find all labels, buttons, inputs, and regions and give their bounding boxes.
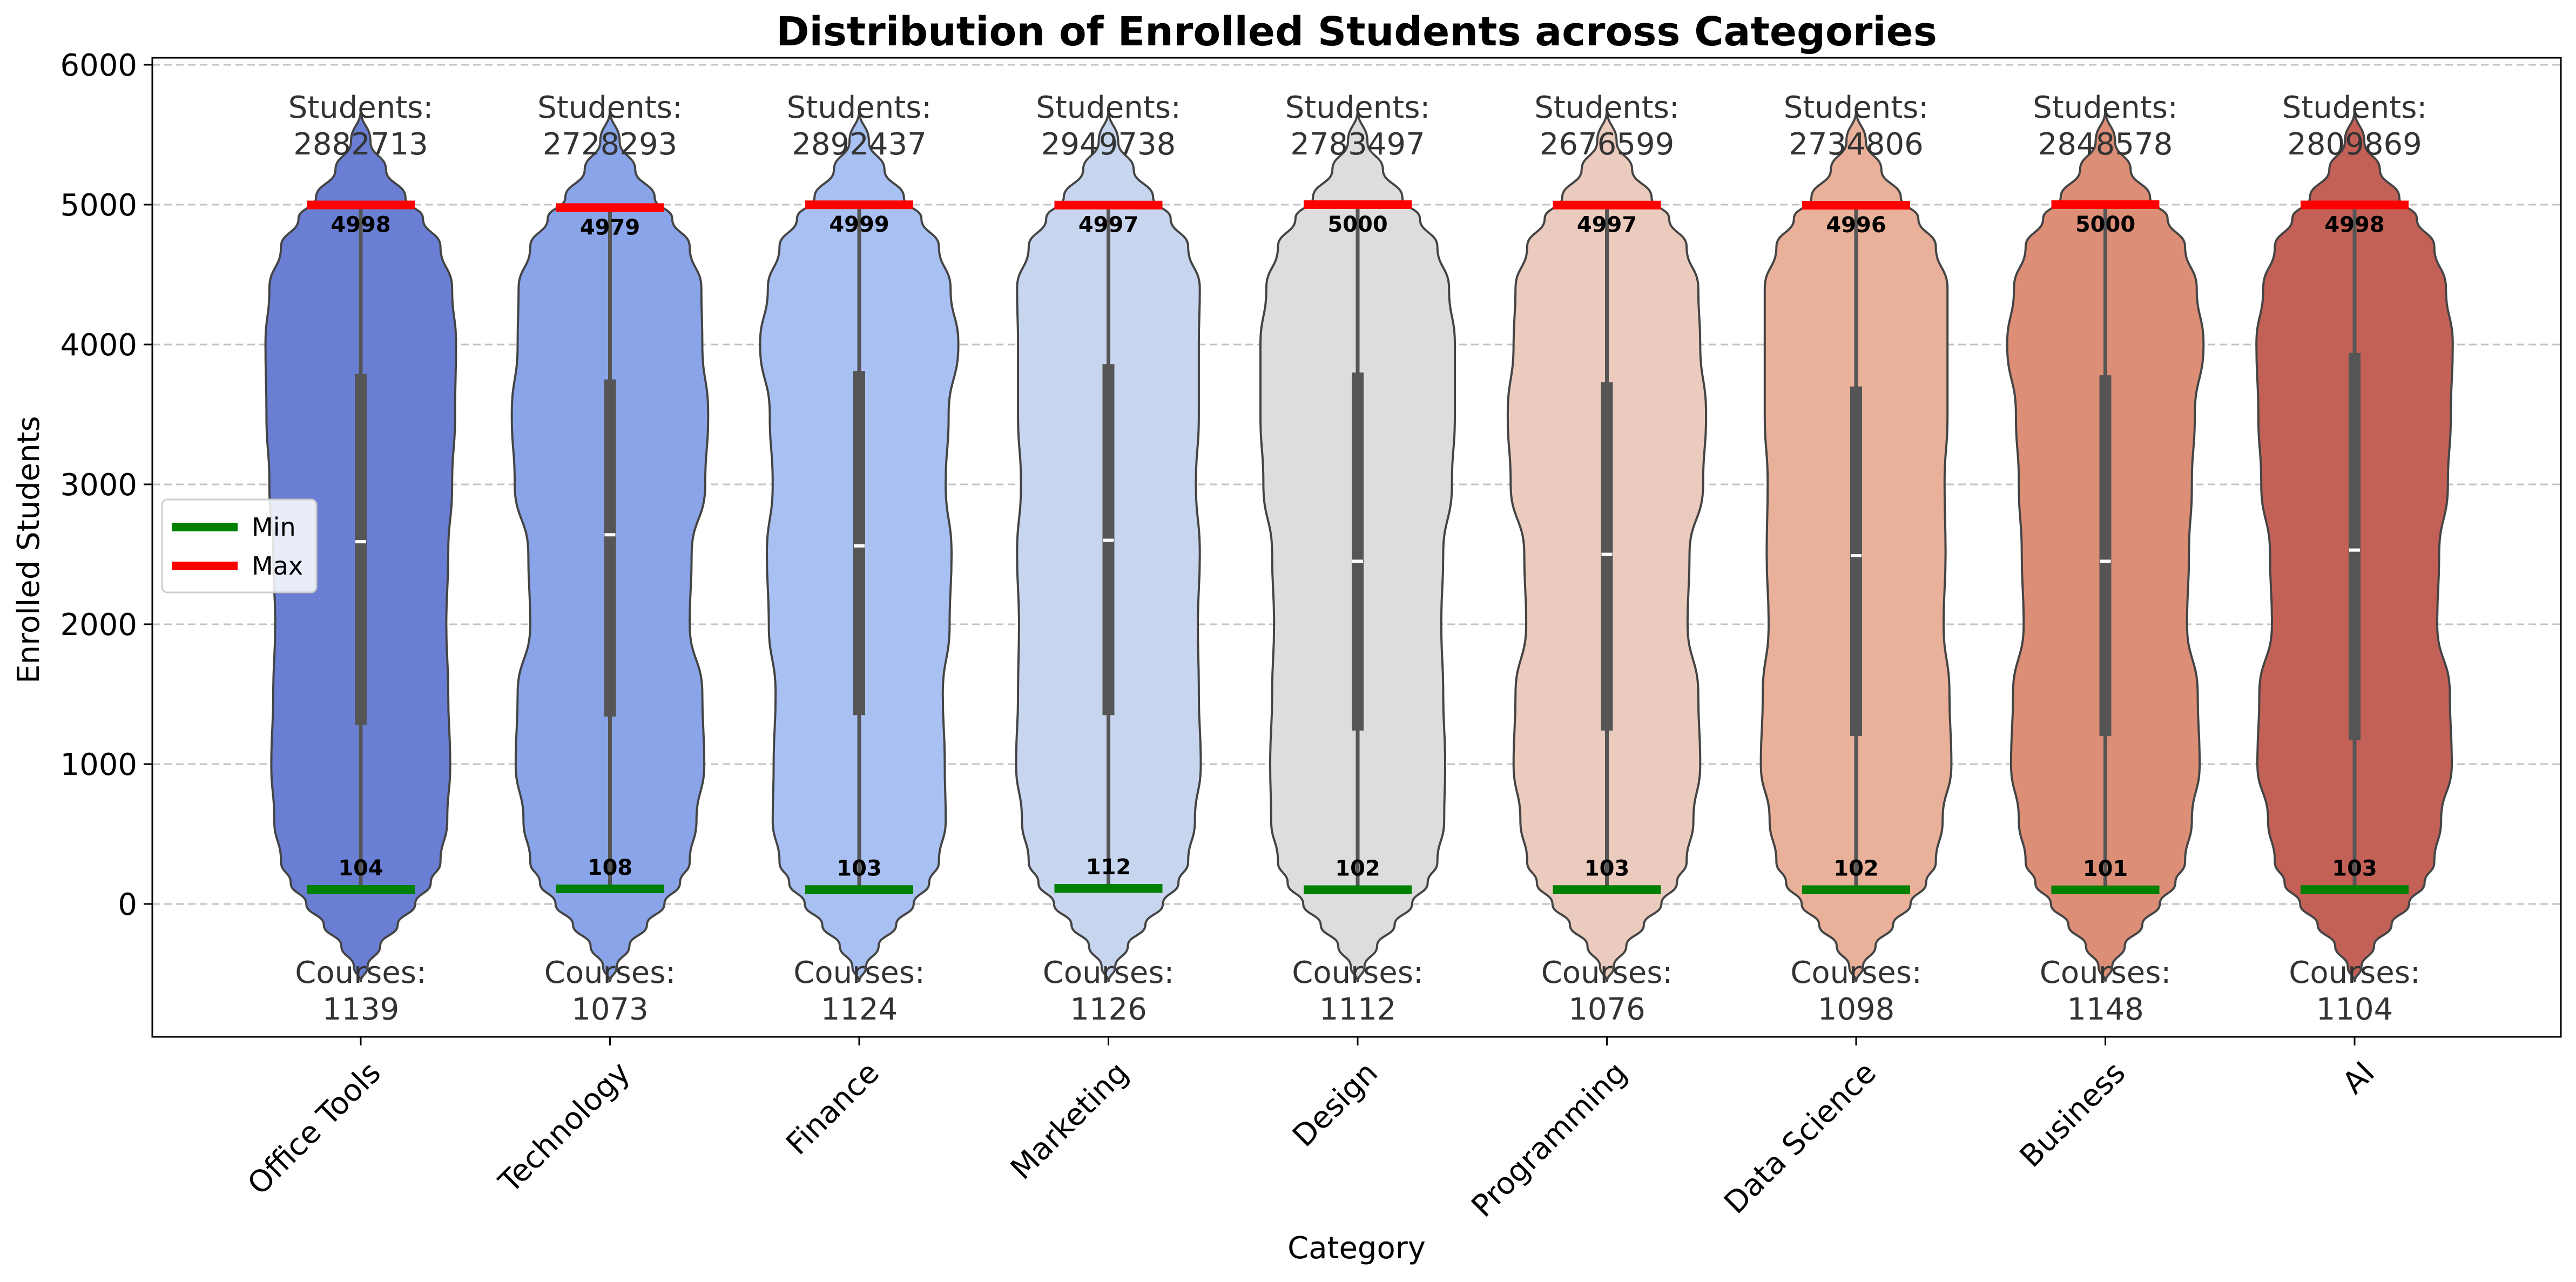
students-total-label: 2809869 [2287,127,2422,162]
max-value-label: 4999 [829,212,889,237]
y-tick-label: 4000 [60,328,137,363]
y-tick-label: 2000 [60,608,137,643]
iqr-box [853,371,865,716]
min-value-label: 101 [2083,856,2128,881]
courses-count-label: 1148 [2067,992,2144,1027]
courses-prefix-label: Courses: [1292,955,1424,990]
y-tick-label: 0 [118,887,137,922]
courses-prefix-label: Courses: [2040,955,2172,990]
students-prefix-label: Students: [1534,90,1680,125]
students-prefix-label: Students: [1036,90,1181,125]
courses-prefix-label: Courses: [544,955,676,990]
courses-count-label: 1073 [571,992,649,1027]
iqr-box [1352,372,1364,731]
min-value-label: 108 [588,855,633,880]
courses-count-label: 1076 [1568,992,1646,1027]
max-value-label: 4998 [331,212,390,237]
max-value-label: 4997 [1078,213,1138,238]
students-total-label: 2949738 [1041,127,1176,162]
students-prefix-label: Students: [537,90,683,125]
y-tick-label: 6000 [60,48,137,83]
students-prefix-label: Students: [1285,90,1431,125]
iqr-box [604,379,616,717]
courses-count-label: 1112 [1319,992,1397,1027]
legend-max-label: Max [252,551,303,581]
iqr-box [355,374,367,725]
max-value-label: 4979 [580,215,640,240]
iqr-box [1850,386,1862,737]
courses-prefix-label: Courses: [2289,955,2420,990]
chart-title: Distribution of Enrolled Students across… [776,9,1937,55]
courses-count-label: 1139 [322,992,400,1027]
min-value-label: 104 [338,856,383,881]
max-value-label: 4998 [2324,212,2384,237]
students-total-label: 2848578 [2038,127,2173,162]
students-total-label: 2734806 [1789,127,1923,162]
students-prefix-label: Students: [288,90,434,125]
iqr-box [2349,353,2361,740]
min-value-label: 102 [1335,856,1380,881]
courses-count-label: 1098 [1818,992,1895,1027]
iqr-box [1601,382,1613,731]
y-tick-label: 5000 [60,188,137,223]
students-prefix-label: Students: [2033,90,2178,125]
courses-count-label: 1104 [2316,992,2393,1027]
min-value-label: 103 [2332,856,2377,881]
iqr-box [2099,375,2112,737]
y-tick-label: 3000 [60,468,137,503]
courses-prefix-label: Courses: [1541,955,1673,990]
x-axis-label: Category [1287,1231,1426,1266]
legend-min-label: Min [252,512,296,542]
courses-prefix-label: Courses: [1790,955,1922,990]
plot-frame [151,57,2562,1038]
annotations: 4998104Students:2882713Courses:113949791… [288,90,2427,1027]
students-prefix-label: Students: [1784,90,1929,125]
min-value-label: 102 [1833,856,1879,881]
students-total-label: 2728293 [543,127,677,162]
y-axis-label: Enrolled Students [11,416,46,683]
students-prefix-label: Students: [2282,90,2427,125]
max-value-label: 5000 [1327,212,1387,237]
violins [264,109,2454,983]
max-value-label: 4996 [1826,213,1886,238]
max-value-label: 5000 [2075,212,2135,237]
max-value-label: 4997 [1577,213,1637,238]
min-value-label: 103 [1584,856,1630,881]
students-prefix-label: Students: [787,90,932,125]
students-total-label: 2892437 [792,127,926,162]
courses-prefix-label: Courses: [793,955,925,990]
courses-prefix-label: Courses: [295,955,427,990]
min-value-label: 103 [837,856,882,881]
students-total-label: 2783497 [1290,127,1425,162]
courses-prefix-label: Courses: [1043,955,1175,990]
students-total-label: 2676599 [1540,127,1674,162]
min-value-label: 112 [1086,855,1131,880]
y-tick-label: 1000 [60,747,137,782]
students-total-label: 2882713 [293,127,428,162]
legend: Min Max [161,498,318,593]
courses-count-label: 1124 [821,992,898,1027]
courses-count-label: 1126 [1070,992,1147,1027]
